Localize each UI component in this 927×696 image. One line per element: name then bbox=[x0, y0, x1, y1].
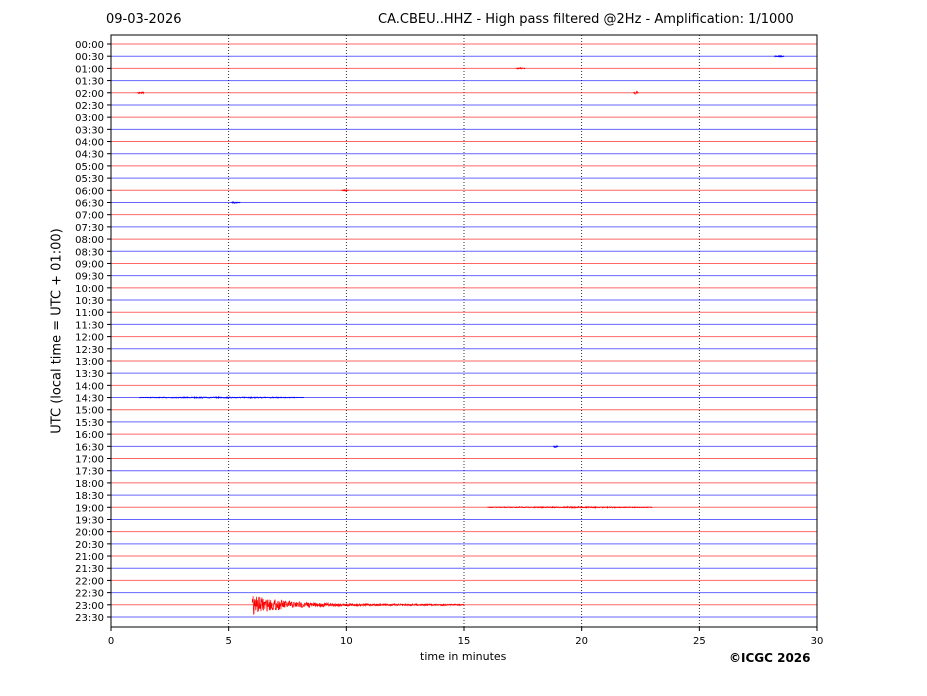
y-tick-label: 08:30 bbox=[75, 247, 104, 258]
y-tick-label: 23:30 bbox=[75, 613, 104, 624]
y-tick-label: 19:00 bbox=[75, 503, 104, 514]
x-tick-label: 20 bbox=[575, 636, 588, 647]
y-tick-label: 11:30 bbox=[75, 320, 104, 331]
seismic-event bbox=[774, 54, 785, 58]
y-tick-label: 17:00 bbox=[75, 455, 104, 466]
date-label: 09-03-2026 bbox=[106, 12, 182, 27]
y-tick-label: 01:30 bbox=[75, 77, 104, 88]
y-tick-label: 18:30 bbox=[75, 491, 104, 502]
x-tick-label: 10 bbox=[340, 636, 353, 647]
y-tick-label: 01:00 bbox=[75, 64, 104, 75]
y-tick-label: 03:00 bbox=[75, 113, 104, 124]
seismic-event bbox=[633, 90, 639, 95]
y-tick-label: 02:30 bbox=[75, 101, 104, 112]
seismic-event bbox=[487, 505, 653, 509]
y-tick-label: 07:30 bbox=[75, 223, 104, 234]
y-tick-label: 05:30 bbox=[75, 174, 104, 185]
x-tick-label: 15 bbox=[458, 636, 471, 647]
y-tick-label: 12:00 bbox=[75, 333, 104, 344]
y-tick-label: 05:00 bbox=[75, 162, 104, 173]
seismic-event bbox=[341, 188, 349, 193]
y-tick-label: 00:30 bbox=[75, 52, 104, 63]
seismic-event bbox=[553, 444, 559, 449]
y-tick-label: 20:30 bbox=[75, 540, 104, 551]
y-tick-label: 11:00 bbox=[75, 308, 104, 319]
y-tick-label: 21:00 bbox=[75, 552, 104, 563]
y-tick-label: 15:30 bbox=[75, 418, 104, 429]
y-tick-label: 00:00 bbox=[75, 40, 104, 51]
y-tick-label: 13:30 bbox=[75, 369, 104, 380]
seismic-event bbox=[136, 90, 145, 95]
y-tick-label: 18:00 bbox=[75, 479, 104, 490]
plot-frame bbox=[110, 34, 818, 628]
y-tick-label: 14:00 bbox=[75, 381, 104, 392]
y-tick-label: 09:30 bbox=[75, 272, 104, 283]
seismic-event bbox=[231, 200, 241, 205]
y-tick-label: 09:00 bbox=[75, 259, 104, 270]
y-tick-label: 21:30 bbox=[75, 564, 104, 575]
y-tick-label: 02:00 bbox=[75, 89, 104, 100]
y-tick-label: 17:30 bbox=[75, 467, 104, 478]
seismic-event bbox=[515, 66, 526, 70]
y-tick-label: 16:30 bbox=[75, 442, 104, 453]
y-tick-label: 16:00 bbox=[75, 430, 104, 441]
y-tick-label: 22:00 bbox=[75, 576, 104, 587]
y-tick-label: 13:00 bbox=[75, 357, 104, 368]
y-tick-label: 14:30 bbox=[75, 394, 104, 405]
y-tick-label: 06:00 bbox=[75, 186, 104, 197]
copyright: ©ICGC 2026 bbox=[729, 651, 811, 665]
y-tick-label: 07:00 bbox=[75, 211, 104, 222]
x-tick-label: 0 bbox=[108, 636, 114, 647]
y-tick-label: 22:30 bbox=[75, 589, 104, 600]
y-tick-label: 06:30 bbox=[75, 198, 104, 209]
y-tick-label: 23:00 bbox=[75, 601, 104, 612]
x-tick-label: 25 bbox=[693, 636, 706, 647]
y-tick-label: 03:30 bbox=[75, 125, 104, 136]
x-tick-label: 30 bbox=[811, 636, 824, 647]
x-tick-label: 5 bbox=[225, 636, 231, 647]
seismic-event bbox=[251, 596, 465, 615]
seismic-event bbox=[139, 395, 304, 400]
y-tick-label: 19:30 bbox=[75, 515, 104, 526]
chart-title: CA.CBEU..HHZ - High pass filtered @2Hz -… bbox=[378, 12, 794, 27]
y-tick-label: 04:00 bbox=[75, 138, 104, 149]
y-tick-label: 04:30 bbox=[75, 150, 104, 161]
y-tick-label: 12:30 bbox=[75, 345, 104, 356]
y-tick-label: 15:00 bbox=[75, 406, 104, 417]
x-axis-label: time in minutes bbox=[420, 650, 507, 663]
y-tick-label: 20:00 bbox=[75, 528, 104, 539]
y-tick-label: 08:00 bbox=[75, 235, 104, 246]
y-tick-label: 10:30 bbox=[75, 296, 104, 307]
y-tick-label: 10:00 bbox=[75, 284, 104, 295]
